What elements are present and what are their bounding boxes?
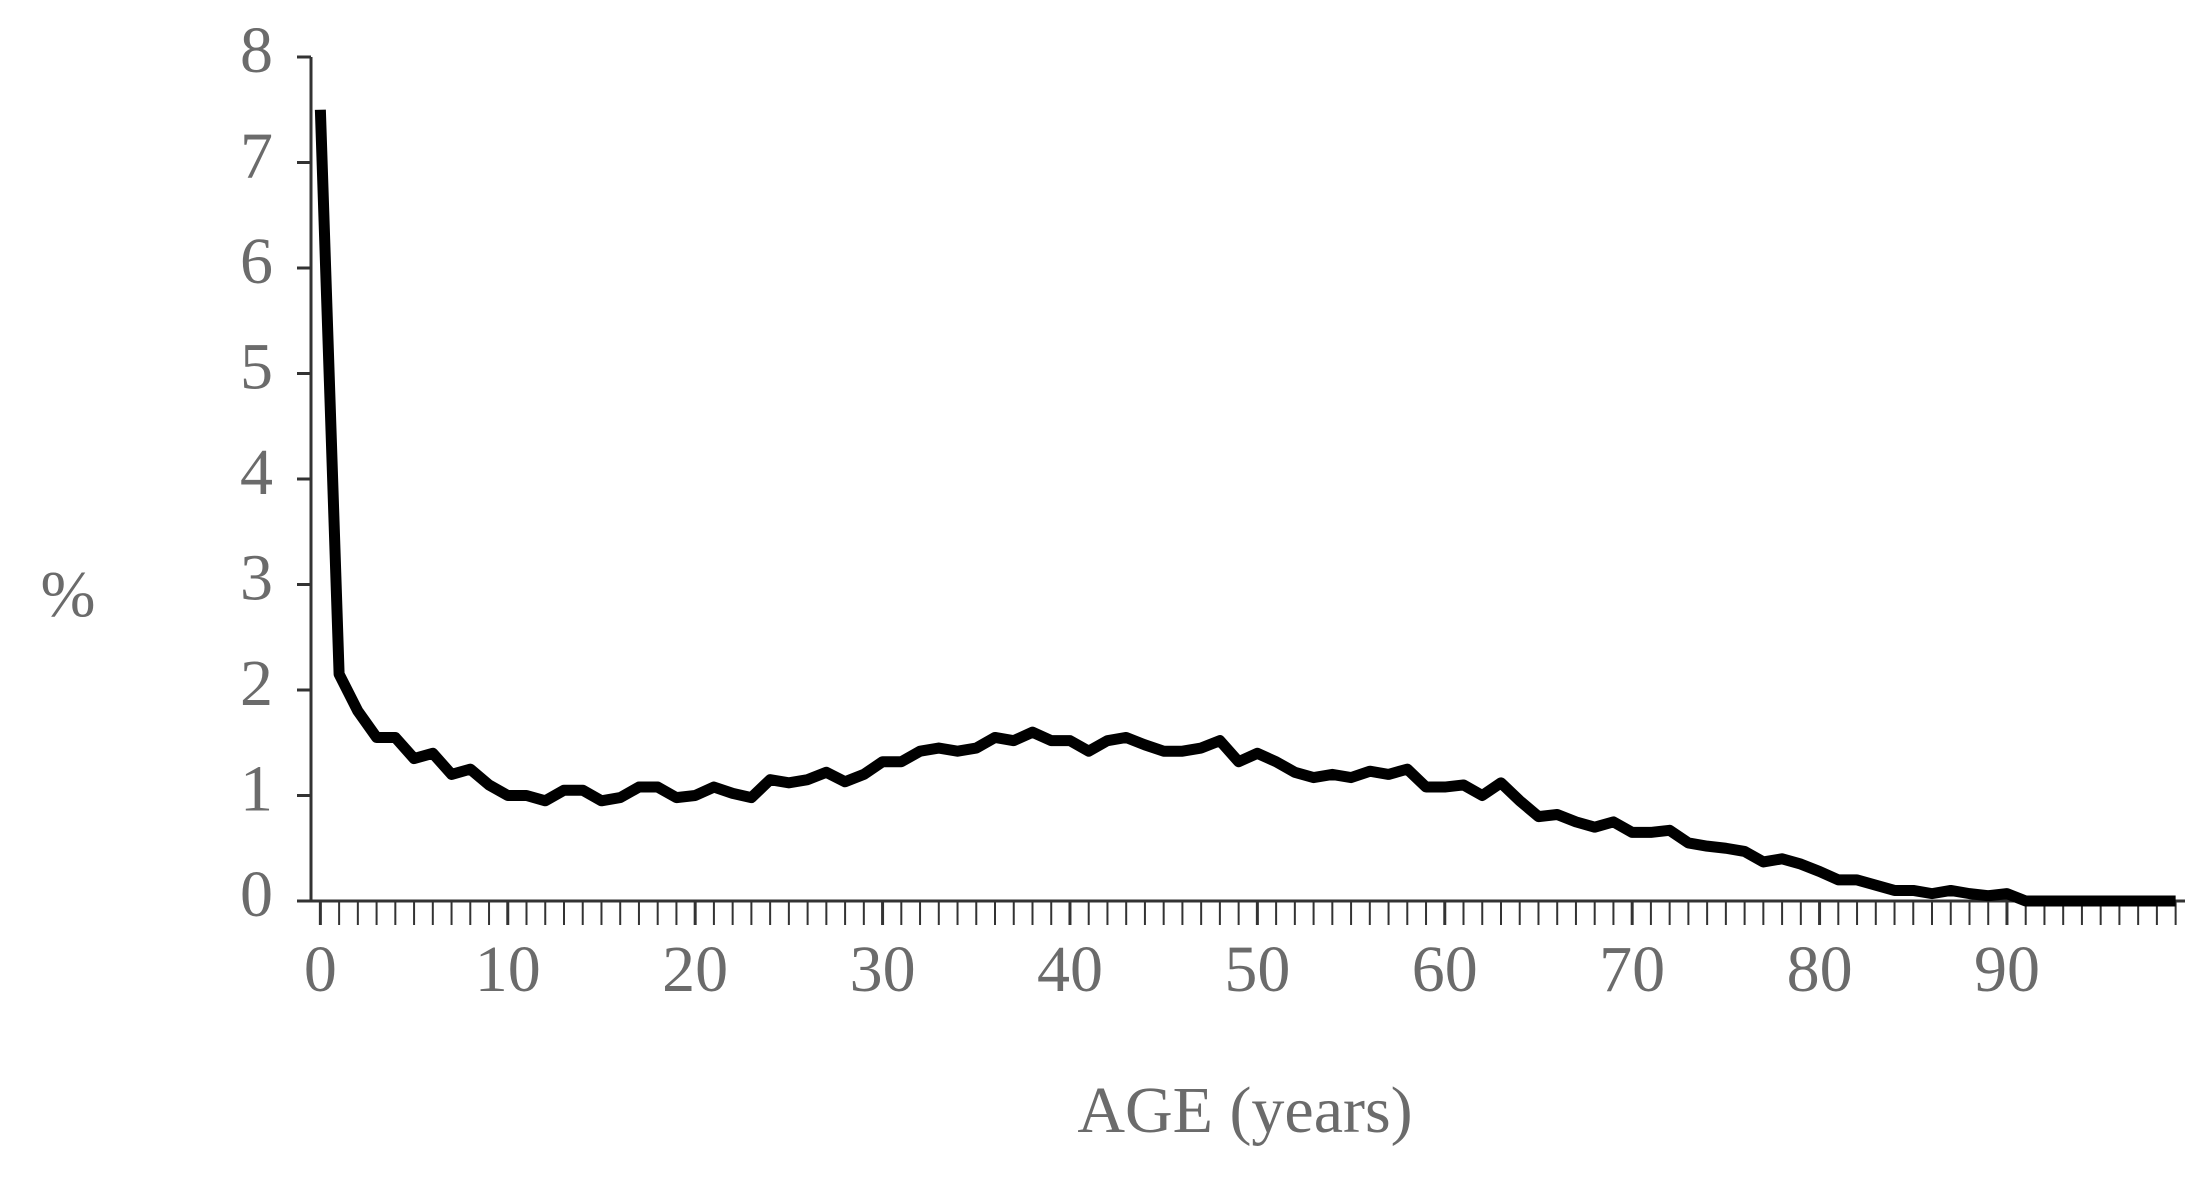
x-tick-label: 50 bbox=[1224, 933, 1290, 1006]
x-tick-label: 90 bbox=[1974, 933, 2040, 1006]
y-tick-label: 6 bbox=[240, 225, 273, 298]
x-tick-label: 70 bbox=[1599, 933, 1665, 1006]
x-tick-label: 80 bbox=[1787, 933, 1853, 1006]
x-tick-label: 0 bbox=[304, 933, 337, 1006]
y-tick-label: 4 bbox=[240, 436, 273, 509]
y-axis-label: % bbox=[41, 558, 96, 631]
y-tick-label: 7 bbox=[240, 120, 273, 193]
y-tick-label: 1 bbox=[240, 753, 273, 826]
x-tick-label: 30 bbox=[850, 933, 916, 1006]
y-tick-label: 8 bbox=[240, 14, 273, 87]
x-tick-label: 10 bbox=[475, 933, 541, 1006]
data-line bbox=[314, 109, 2176, 907]
y-tick-label: 2 bbox=[240, 647, 273, 720]
x-axis-label: AGE (years) bbox=[1077, 1074, 1412, 1147]
x-tick-label: 20 bbox=[662, 933, 728, 1006]
x-tick-label: 60 bbox=[1412, 933, 1478, 1006]
y-tick-label: 0 bbox=[240, 858, 273, 931]
x-tick-label: 40 bbox=[1037, 933, 1103, 1006]
y-tick-label: 5 bbox=[240, 331, 273, 404]
y-tick-label: 3 bbox=[240, 542, 273, 615]
